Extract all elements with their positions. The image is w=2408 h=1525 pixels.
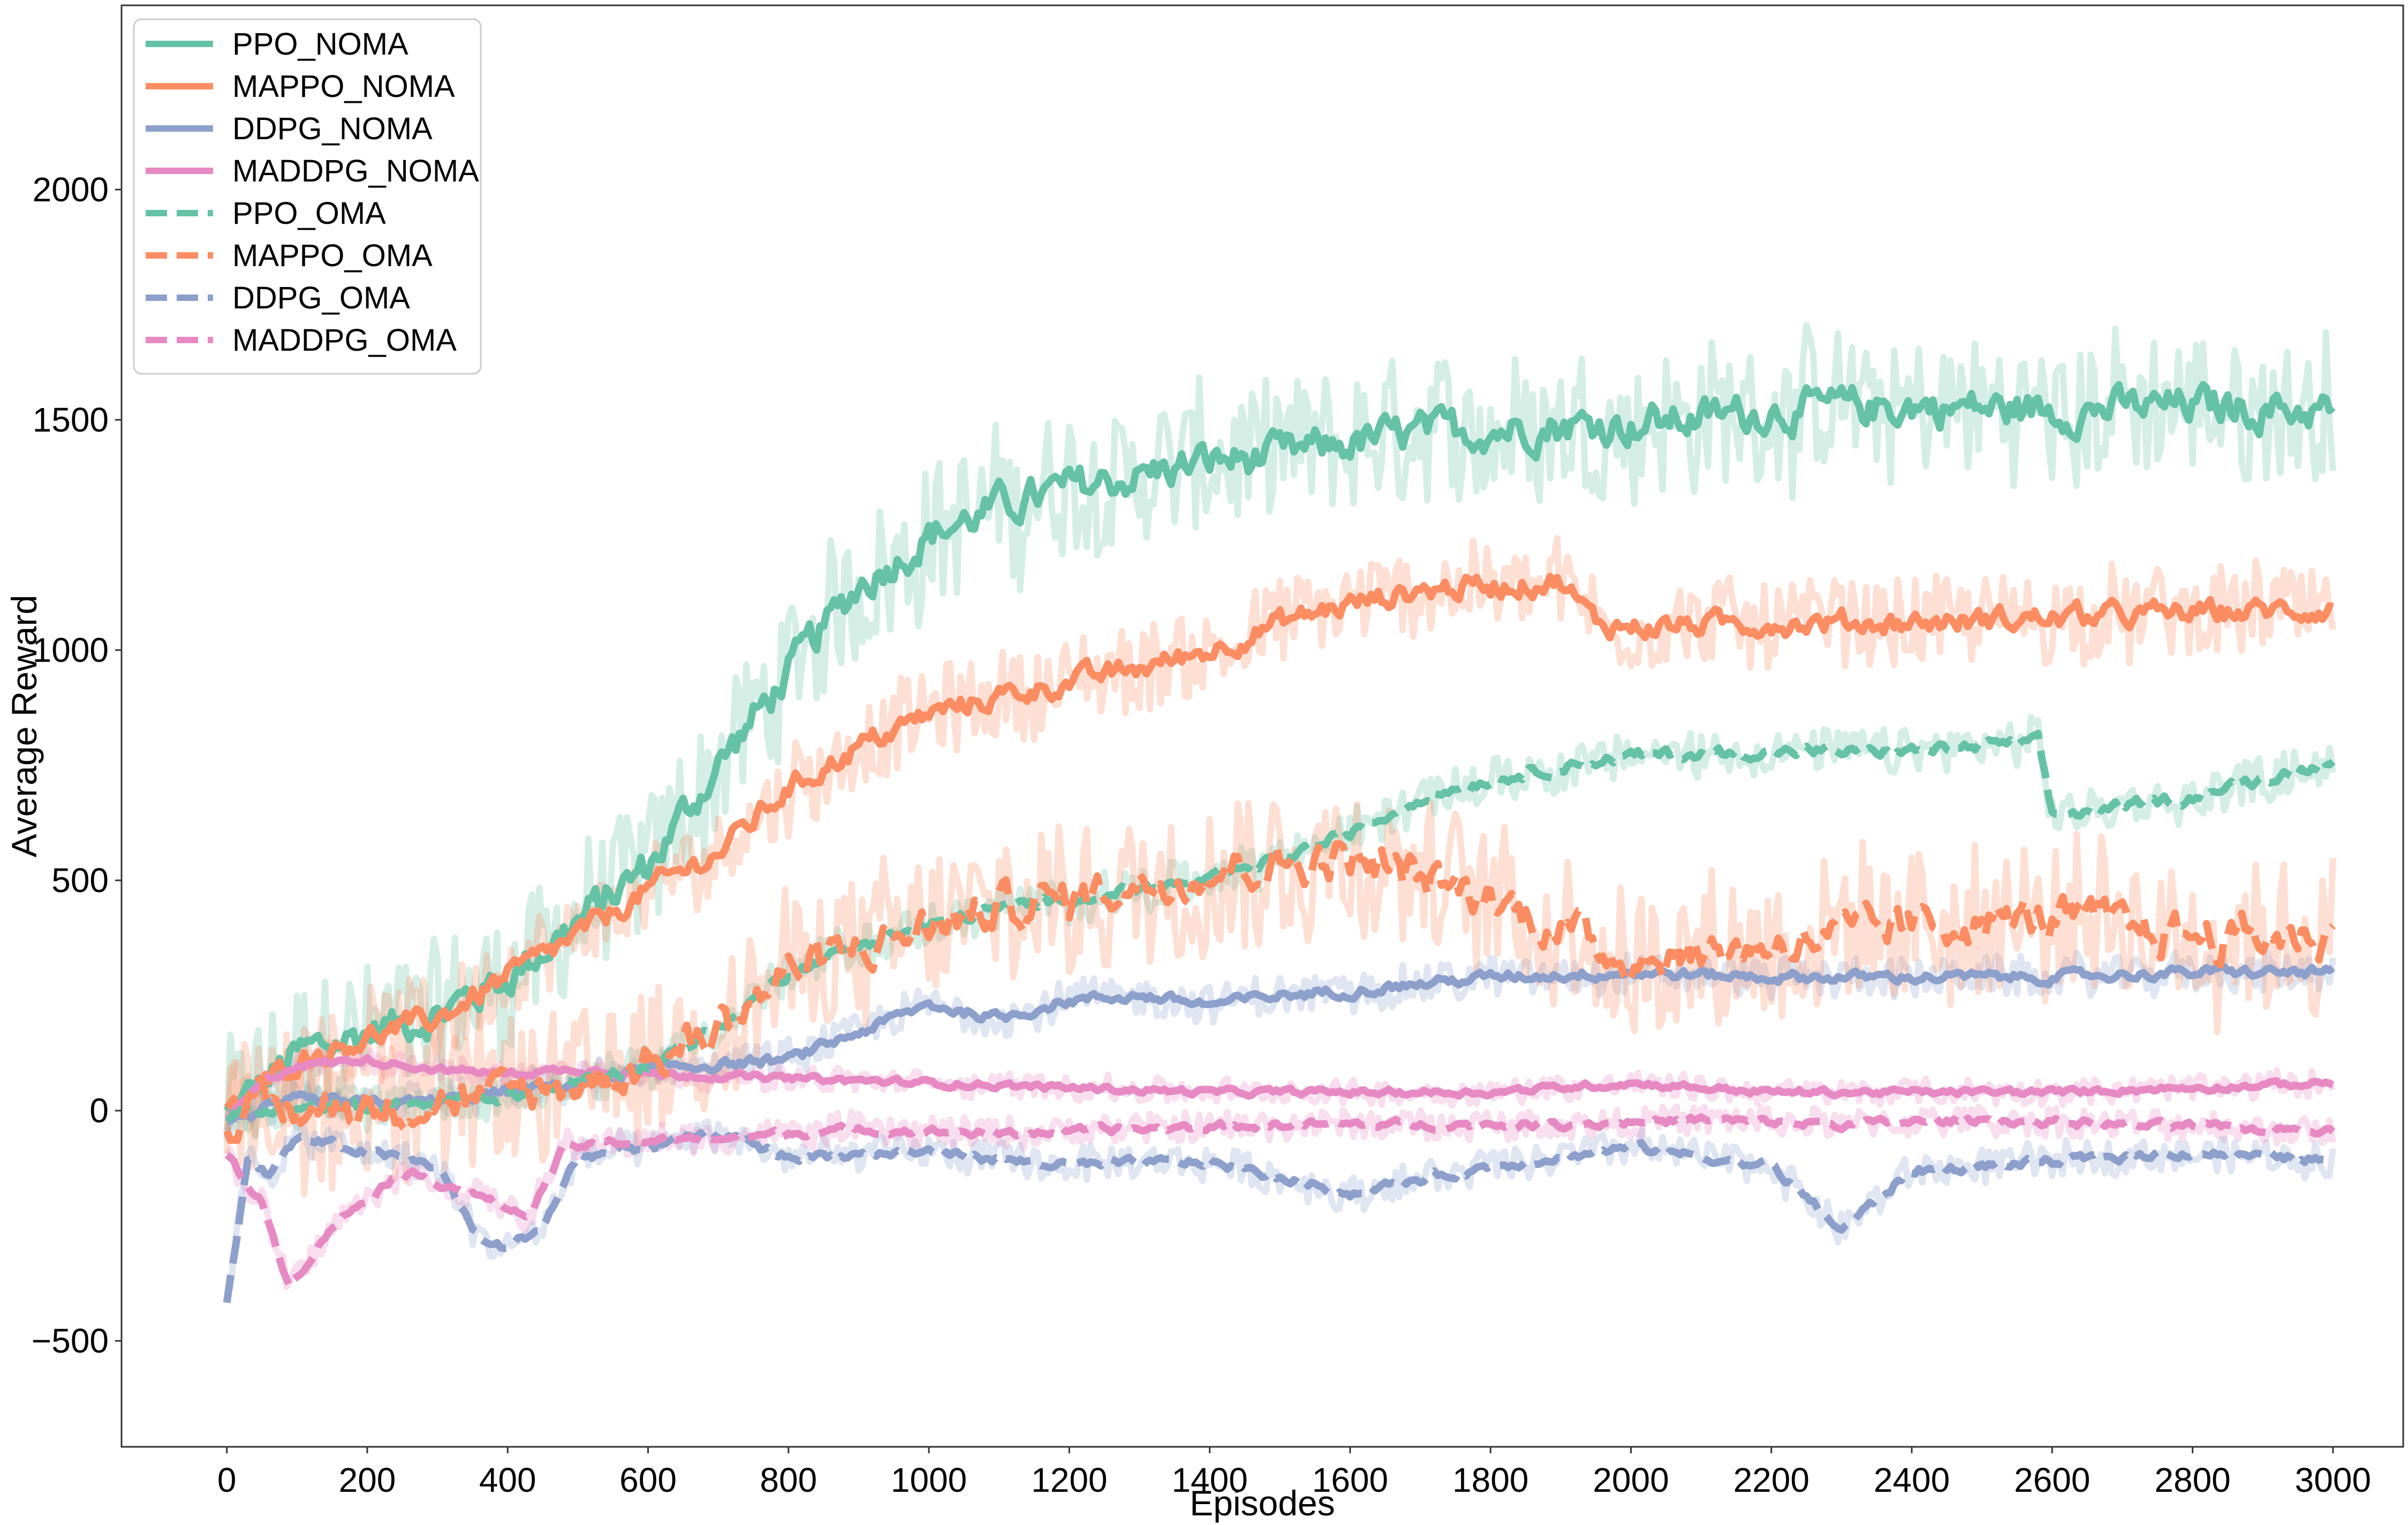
y-tick-label: 500	[51, 861, 109, 900]
y-tick-label: −500	[32, 1322, 109, 1360]
x-tick-label: 2200	[1733, 1461, 1809, 1499]
x-tick-label: 0	[217, 1461, 237, 1499]
legend-box	[133, 18, 482, 375]
series-noise-band-mappo-noma	[223, 535, 2336, 1138]
plot-frame	[120, 4, 2404, 1448]
x-tick-label: 800	[760, 1461, 817, 1499]
legend-label-maddpg-noma: MADDPG_NOMA	[232, 154, 479, 188]
y-tick-label: 0	[89, 1091, 109, 1130]
legend-label-maddpg-oma: MADDPG_OMA	[232, 323, 457, 358]
series-line-maddpg-noma	[224, 1054, 2335, 1123]
series-lines	[223, 381, 2336, 1303]
series-line-mappo-oma	[223, 840, 2336, 1144]
x-tick-label: 1600	[1312, 1461, 1388, 1499]
x-tick-label: 1200	[1031, 1461, 1107, 1499]
y-tick-label: 1500	[33, 401, 109, 439]
y-tick-label: 1000	[33, 631, 109, 669]
x-axis-label: Episodes	[1190, 1483, 1335, 1523]
y-axis-ticks: −500 0 500 1000 1500 2000	[32, 170, 122, 1360]
x-tick-label: 200	[339, 1461, 396, 1499]
x-tick-label: 600	[619, 1461, 677, 1499]
legend-label-ddpg-oma: DDPG_OMA	[232, 281, 410, 315]
series-line-mappo-noma	[224, 572, 2334, 1111]
series-line-ppo-noma	[223, 381, 2336, 1114]
legend-label-ppo-oma: PPO_OMA	[232, 196, 386, 231]
legend-label-mappo-noma: MAPPO_NOMA	[232, 69, 455, 104]
x-tick-label: 2800	[2154, 1461, 2230, 1499]
x-tick-label: 2400	[1874, 1461, 1950, 1499]
x-tick-label: 1400	[1171, 1461, 1247, 1499]
x-tick-label: 2000	[1593, 1461, 1669, 1499]
x-tick-label: 1000	[891, 1461, 967, 1499]
series-line-ppo-oma	[225, 730, 2336, 1122]
series-noise-band-ppo-noma	[223, 322, 2336, 1140]
legend-label-mappo-oma: MAPPO_OMA	[232, 238, 433, 273]
y-axis-label: Average Reward	[4, 595, 44, 857]
legend-label-ppo-noma: PPO_NOMA	[232, 27, 408, 62]
series-line-maddpg-oma	[224, 1113, 2336, 1290]
x-tick-label: 3000	[2295, 1461, 2371, 1499]
legend-label-ddpg-noma: DDPG_NOMA	[232, 111, 433, 146]
y-tick-label: 2000	[33, 170, 109, 209]
x-axis-ticks: 0 200 400 600 800 1000 1200 1400 1600 1800 2000 220…	[217, 1447, 2371, 1499]
series-line-ddpg-oma	[223, 1128, 2335, 1303]
x-tick-label: 400	[479, 1461, 536, 1499]
series-noise-band-mappo-oma	[223, 800, 2336, 1198]
noise-bands	[223, 322, 2336, 1293]
x-tick-label: 1800	[1452, 1461, 1528, 1499]
legend: PPO_NOMA MAPPO_NOMA DDPG_NOMA MADDPG_NOMA PP…	[133, 18, 482, 375]
x-tick-label: 2600	[2014, 1461, 2090, 1499]
